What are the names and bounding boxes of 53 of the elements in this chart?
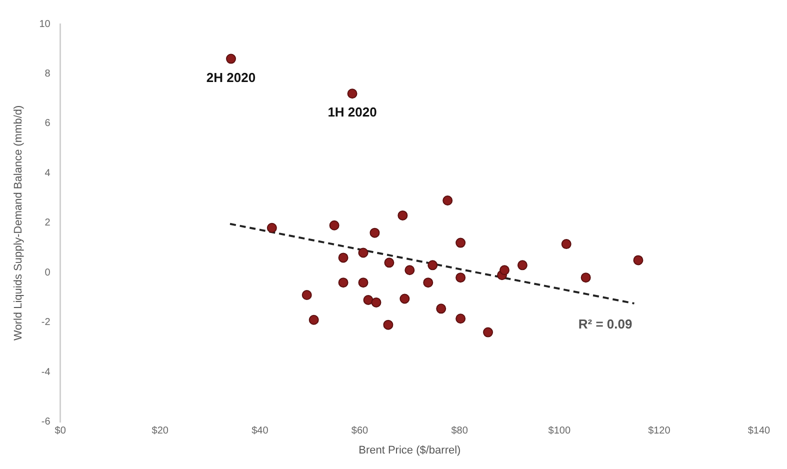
y-tick-label: -4 <box>41 366 51 378</box>
y-tick-label: -6 <box>41 416 51 428</box>
point <box>517 260 528 270</box>
point <box>371 297 382 308</box>
point <box>383 320 394 330</box>
annotation: R² = 0.09 <box>578 316 632 332</box>
y-tick-label: 0 <box>44 267 51 278</box>
y-axis-title: World Liquids Supply-Demand Balance (mmb/d) <box>12 105 25 340</box>
y-tick-label: 2 <box>44 218 51 229</box>
point <box>398 210 408 220</box>
point <box>456 272 466 283</box>
point <box>580 272 591 283</box>
point <box>404 265 415 276</box>
point <box>423 278 434 288</box>
point <box>338 278 348 288</box>
y-tick-label: -2 <box>41 317 51 328</box>
point <box>329 220 340 230</box>
x-tick-label: $20 <box>152 426 169 437</box>
x-tick-label: $80 <box>451 426 468 437</box>
point <box>483 327 494 338</box>
point <box>358 278 368 288</box>
annotation: 1H 2020 <box>328 104 377 120</box>
point <box>561 239 572 250</box>
point <box>347 88 358 99</box>
point <box>338 252 348 263</box>
x-axis-title: Brent Price ($/barrel) <box>358 444 461 456</box>
point <box>266 222 277 233</box>
y-tick-label: 10 <box>39 18 51 30</box>
point <box>456 314 466 324</box>
x-tick-label: $140 <box>748 426 771 437</box>
x-tick-label: $100 <box>548 426 571 437</box>
point <box>358 248 368 258</box>
point <box>499 265 510 276</box>
point <box>226 54 236 64</box>
point <box>442 196 453 206</box>
y-tick-label: 4 <box>44 168 51 179</box>
x-tick-label: $120 <box>648 426 671 437</box>
y-tick-label: 8 <box>44 68 51 80</box>
point <box>633 255 644 266</box>
point <box>308 314 319 325</box>
y-tick-label: 6 <box>44 118 51 130</box>
point <box>436 304 446 314</box>
point <box>370 228 380 238</box>
point <box>428 260 438 270</box>
x-tick-label: $40 <box>252 426 269 437</box>
annotation: 2H 2020 <box>206 70 256 85</box>
x-tick-label: $0 <box>54 426 66 437</box>
point <box>456 238 466 248</box>
point <box>302 290 312 300</box>
point <box>400 294 410 304</box>
x-tick-label: $60 <box>351 426 369 437</box>
point <box>384 258 394 268</box>
point <box>363 294 374 305</box>
